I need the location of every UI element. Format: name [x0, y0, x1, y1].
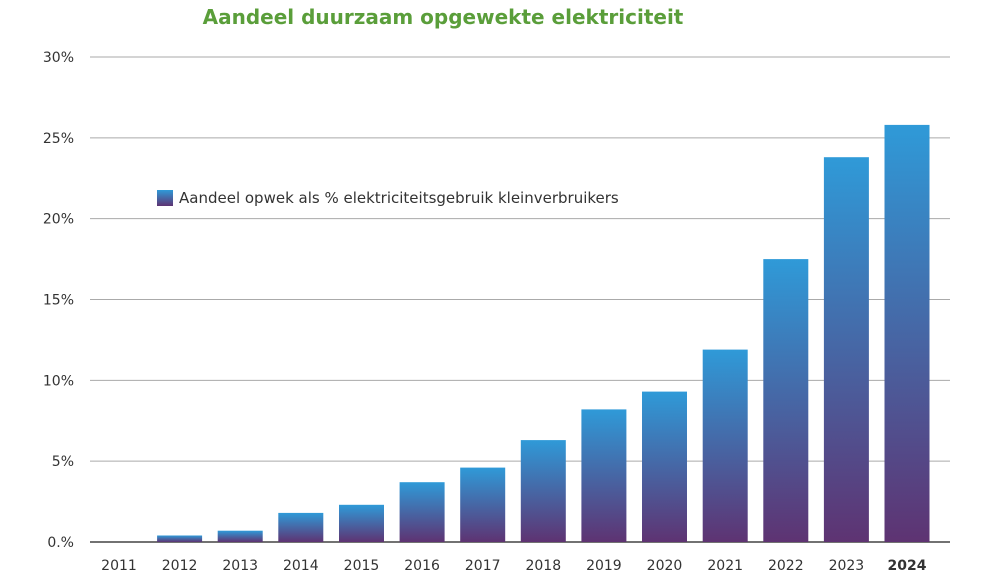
- bar-2022: [763, 259, 809, 542]
- x-tick-label: 2018: [525, 558, 561, 574]
- bars-layer: [157, 124, 930, 543]
- bar-2016: [399, 482, 445, 542]
- bar-2014: [278, 512, 324, 542]
- bar-2018: [520, 440, 566, 542]
- y-tick-label: 20%: [43, 212, 74, 228]
- bar-2020: [642, 391, 687, 542]
- y-tick-label: 10%: [43, 373, 74, 389]
- x-tick-label: 2012: [162, 558, 198, 574]
- y-tick-labels: 0.% 5% 10% 15% 20% 25% 30%: [43, 50, 74, 551]
- y-tick-label: 25%: [43, 131, 74, 147]
- chart-title: Aandeel duurzaam opgewekte elektriciteit: [203, 5, 684, 29]
- legend-label: Aandeel opwek als % elektriciteitsgebrui…: [179, 189, 619, 207]
- legend-swatch: [157, 190, 173, 206]
- y-tick-label: 15%: [43, 293, 74, 309]
- bar-2017: [460, 467, 506, 542]
- bar-2013: [217, 530, 263, 542]
- grid-layer: [90, 56, 950, 543]
- x-tick-label: 2014: [283, 558, 319, 574]
- y-tick-label: 5%: [52, 454, 74, 470]
- x-tick-label: 2017: [465, 558, 501, 574]
- x-tick-label: 2020: [647, 558, 683, 574]
- x-tick-label: 2024: [888, 558, 927, 574]
- x-tick-label: 2011: [101, 558, 137, 574]
- y-tick-label: 30%: [43, 50, 74, 66]
- x-tick-label: 2016: [404, 558, 440, 574]
- x-tick-label: 2019: [586, 558, 622, 574]
- x-tick-label: 2023: [829, 558, 865, 574]
- x-tick-label: 2021: [707, 558, 743, 574]
- bar-2012: [157, 535, 203, 542]
- bar-2021: [702, 349, 748, 542]
- bar-2019: [581, 409, 627, 542]
- chart-legend: Aandeel opwek als % elektriciteitsgebrui…: [157, 189, 619, 207]
- x-tick-labels: 2011 2012 2013 2014 2015 2016 2017 2018 2019 2020…: [101, 558, 927, 574]
- x-tick-label: 2015: [344, 558, 380, 574]
- bar-2015: [339, 504, 384, 542]
- y-tick-label: 0.%: [47, 535, 74, 551]
- x-tick-label: 2022: [768, 558, 804, 574]
- bar-2023: [823, 157, 869, 542]
- x-tick-label: 2013: [222, 558, 258, 574]
- bar-2024: [884, 124, 930, 543]
